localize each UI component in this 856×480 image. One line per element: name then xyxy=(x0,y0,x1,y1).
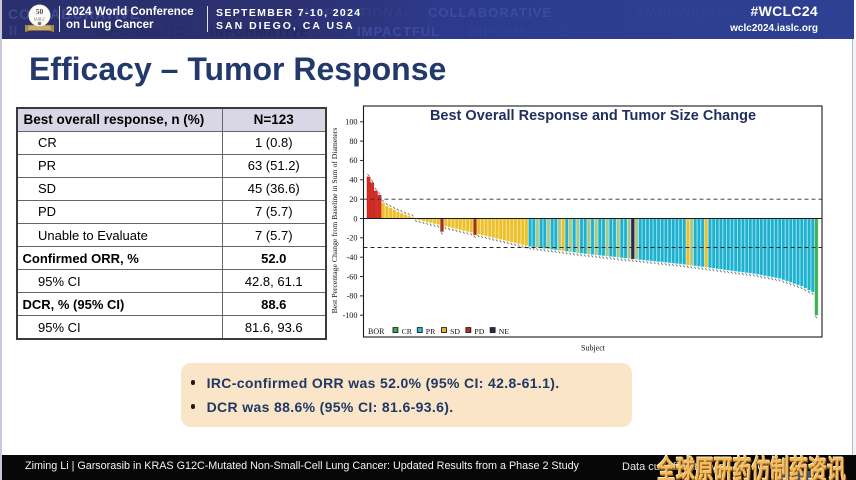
svg-text:PD: PD xyxy=(474,327,484,336)
svg-text:-100: -100 xyxy=(342,311,357,320)
svg-text:Best Percentage Change from Ba: Best Percentage Change from Baseline in … xyxy=(330,128,339,314)
svg-text:SD: SD xyxy=(450,327,460,336)
svg-text:-20: -20 xyxy=(347,234,358,243)
svg-text:20: 20 xyxy=(349,195,357,204)
svg-text:50: 50 xyxy=(36,7,44,16)
svg-text:0: 0 xyxy=(353,214,357,223)
svg-text:PR: PR xyxy=(426,327,436,336)
svg-text:60: 60 xyxy=(349,156,357,165)
svg-text:-40: -40 xyxy=(347,253,358,262)
svg-text:BOR: BOR xyxy=(368,327,385,336)
svg-text:-80: -80 xyxy=(347,292,358,301)
svg-text:40: 40 xyxy=(349,176,357,185)
svg-text:-60: -60 xyxy=(347,272,358,281)
svg-text:Best Overall Response and Tumo: Best Overall Response and Tumor Size Cha… xyxy=(430,108,756,124)
svg-text:CR: CR xyxy=(402,327,413,336)
svg-text:100: 100 xyxy=(345,118,357,127)
svg-text:80: 80 xyxy=(349,137,357,146)
svg-text:NE: NE xyxy=(499,327,510,336)
svg-text:IASLC: IASLC xyxy=(34,17,46,22)
svg-text:Subject: Subject xyxy=(581,344,606,353)
